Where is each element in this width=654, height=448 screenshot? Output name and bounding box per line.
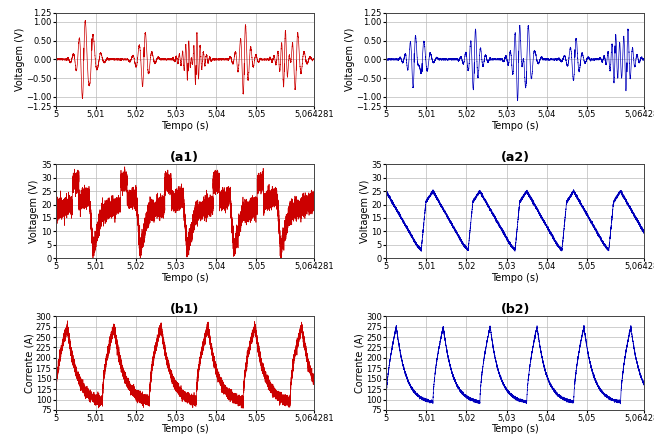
Y-axis label: Voltagem (V): Voltagem (V) (14, 28, 25, 91)
X-axis label: Tempo (s): Tempo (s) (161, 273, 209, 283)
X-axis label: Tempo (s): Tempo (s) (491, 273, 539, 283)
Y-axis label: Voltagem (V): Voltagem (V) (345, 28, 355, 91)
Y-axis label: Voltagem (V): Voltagem (V) (360, 180, 370, 243)
Text: (b1): (b1) (170, 303, 199, 316)
X-axis label: Tempo (s): Tempo (s) (161, 121, 209, 131)
Y-axis label: Voltagem (V): Voltagem (V) (29, 180, 39, 243)
Text: (a2): (a2) (500, 151, 530, 164)
Text: (a1): (a1) (170, 151, 199, 164)
Y-axis label: Corrente (A): Corrente (A) (354, 333, 364, 393)
X-axis label: Tempo (s): Tempo (s) (491, 424, 539, 435)
X-axis label: Tempo (s): Tempo (s) (161, 424, 209, 435)
X-axis label: Tempo (s): Tempo (s) (491, 121, 539, 131)
Y-axis label: Corrente (A): Corrente (A) (24, 333, 34, 393)
Text: (b2): (b2) (500, 303, 530, 316)
